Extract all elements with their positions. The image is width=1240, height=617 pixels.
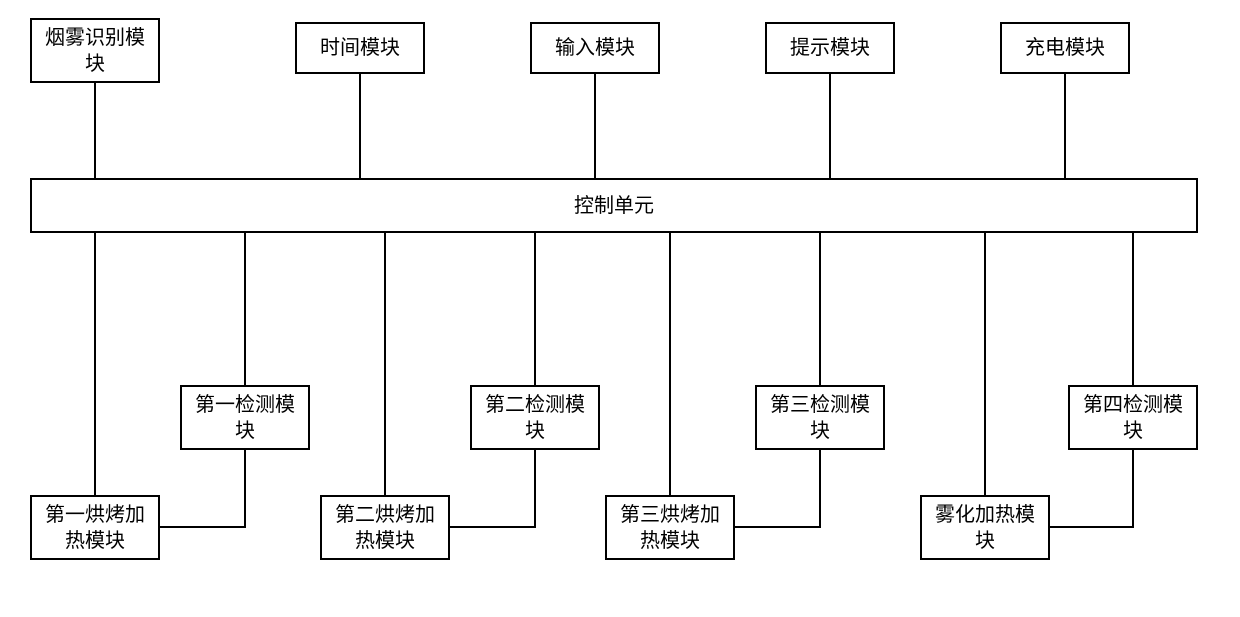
edge xyxy=(384,233,386,495)
node-label: 第四检测模块 xyxy=(1074,392,1192,444)
node-detection-2: 第二检测模块 xyxy=(470,385,600,450)
edge xyxy=(829,74,831,178)
node-prompt-module: 提示模块 xyxy=(765,22,895,74)
edge xyxy=(534,233,536,385)
node-label: 第三检测模块 xyxy=(761,392,879,444)
node-label: 第二烘烤加热模块 xyxy=(326,502,444,554)
node-detection-1: 第一检测模块 xyxy=(180,385,310,450)
edge xyxy=(1064,74,1066,178)
node-heating-4: 雾化加热模块 xyxy=(920,495,1050,560)
node-label: 充电模块 xyxy=(1025,35,1105,61)
edge xyxy=(534,450,536,528)
node-label: 提示模块 xyxy=(790,35,870,61)
edge xyxy=(819,450,821,528)
node-label: 第一烘烤加热模块 xyxy=(36,502,154,554)
diagram-canvas: 烟雾识别模块 时间模块 输入模块 提示模块 充电模块 控制单元 第一检测模块 第… xyxy=(0,0,1240,617)
node-label: 烟雾识别模块 xyxy=(36,25,154,77)
edge xyxy=(984,233,986,495)
node-label: 第二检测模块 xyxy=(476,392,594,444)
node-smoke-recognition: 烟雾识别模块 xyxy=(30,18,160,83)
node-label: 雾化加热模块 xyxy=(926,502,1044,554)
node-label: 输入模块 xyxy=(555,35,635,61)
node-heating-3: 第三烘烤加热模块 xyxy=(605,495,735,560)
node-label: 时间模块 xyxy=(320,35,400,61)
node-charging-module: 充电模块 xyxy=(1000,22,1130,74)
node-label: 第三烘烤加热模块 xyxy=(611,502,729,554)
node-heating-1: 第一烘烤加热模块 xyxy=(30,495,160,560)
edge xyxy=(359,74,361,178)
node-control-unit: 控制单元 xyxy=(30,178,1198,233)
node-time-module: 时间模块 xyxy=(295,22,425,74)
node-detection-4: 第四检测模块 xyxy=(1068,385,1198,450)
edge xyxy=(1132,233,1134,385)
node-detection-3: 第三检测模块 xyxy=(755,385,885,450)
edge xyxy=(1132,450,1134,528)
edge xyxy=(819,233,821,385)
node-heating-2: 第二烘烤加热模块 xyxy=(320,495,450,560)
node-label: 控制单元 xyxy=(574,193,654,219)
edge xyxy=(1050,526,1134,528)
edge xyxy=(244,450,246,528)
node-label: 第一检测模块 xyxy=(186,392,304,444)
edge xyxy=(669,233,671,495)
node-input-module: 输入模块 xyxy=(530,22,660,74)
edge xyxy=(94,83,96,178)
edge xyxy=(160,526,246,528)
edge xyxy=(735,526,821,528)
edge xyxy=(450,526,536,528)
edge xyxy=(94,233,96,495)
edge xyxy=(244,233,246,385)
edge xyxy=(594,74,596,178)
